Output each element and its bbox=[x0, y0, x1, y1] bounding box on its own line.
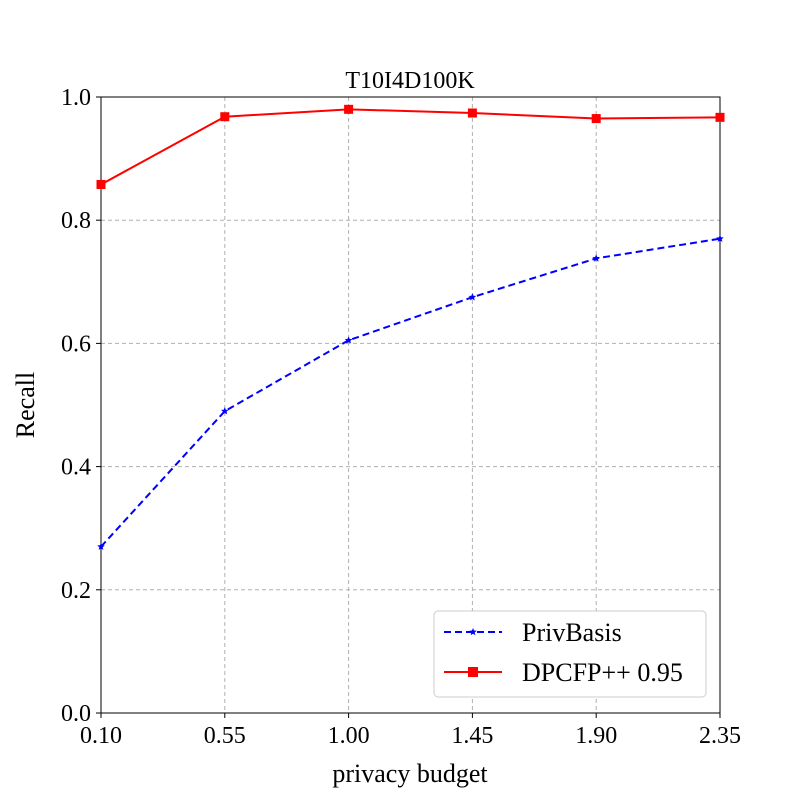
y-tick-label: 1.0 bbox=[61, 85, 91, 111]
data-point-square bbox=[344, 104, 354, 114]
y-tick-label: 0.0 bbox=[61, 701, 91, 727]
x-tick-label: 0.55 bbox=[204, 723, 246, 749]
axis-ticks: 0.10 0.55 1.00 1.45 1.90 2.35 0.0 0.2 0.4 0.6 0.8 1… bbox=[61, 85, 741, 749]
legend-marker-star-icon bbox=[469, 628, 477, 636]
chart-title: T10I4D100K bbox=[345, 68, 475, 94]
x-tick-label: 1.90 bbox=[575, 723, 617, 749]
x-tick-label: 2.35 bbox=[699, 723, 741, 749]
y-tick-label: 0.4 bbox=[61, 455, 91, 481]
data-point-square bbox=[467, 108, 477, 118]
series-line-1 bbox=[100, 108, 721, 186]
x-tick-label: 0.10 bbox=[80, 723, 122, 749]
y-tick-label: 0.2 bbox=[61, 578, 91, 604]
y-tick-label: 0.6 bbox=[61, 331, 91, 357]
y-axis-title: Recall bbox=[11, 372, 40, 438]
x-axis-title: privacy budget bbox=[332, 759, 488, 788]
data-point-star bbox=[592, 254, 600, 262]
legend-label-privbasis: PrivBasis bbox=[522, 618, 622, 647]
data-point-star bbox=[468, 293, 477, 301]
x-tick-label: 1.00 bbox=[328, 723, 370, 749]
data-point-star bbox=[344, 336, 353, 344]
x-tick-label: 1.45 bbox=[451, 723, 493, 749]
series-group bbox=[96, 104, 725, 550]
legend-label-dpcfp: DPCFP++ 0.95 bbox=[522, 658, 683, 687]
data-point-star bbox=[97, 542, 105, 550]
data-point-square bbox=[220, 112, 230, 122]
plot-frame bbox=[100, 96, 721, 714]
data-point-square bbox=[591, 114, 601, 124]
data-point-star bbox=[221, 407, 229, 415]
series-line-0 bbox=[100, 237, 721, 548]
data-point-square bbox=[96, 179, 106, 189]
legend-marker-square-icon bbox=[468, 667, 478, 677]
legend: PrivBasis DPCFP++ 0.95 bbox=[433, 610, 707, 698]
y-tick-label: 0.8 bbox=[61, 208, 91, 234]
data-point-star bbox=[716, 234, 724, 242]
data-point-square bbox=[715, 112, 725, 122]
